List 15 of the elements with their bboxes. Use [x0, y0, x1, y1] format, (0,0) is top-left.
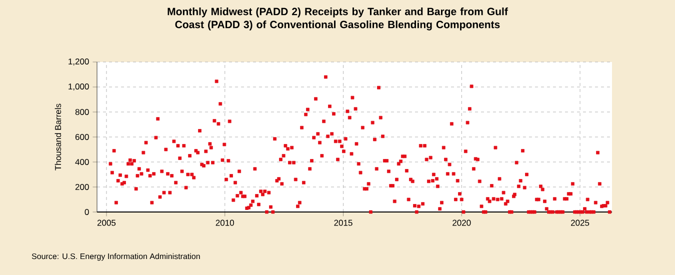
y-tick-label: 400 — [75, 158, 89, 165]
y-tick-label: 1,000 — [68, 83, 89, 90]
y-tick-label: 800 — [75, 108, 89, 115]
y-tick-label: 600 — [75, 134, 89, 140]
x-tick-label: 2005 — [97, 220, 116, 226]
x-tick-label: 2010 — [216, 220, 234, 226]
source-note: Source: U.S. Energy Information Administration — [32, 253, 200, 261]
y-tick-label: 0 — [84, 208, 89, 215]
chart-title: Monthly Midwest (PADD 2) Receipts by Tanker and Barge from Gulf Coast (PADD 3) of Conventional Gasoline Blending Components — [168, 8, 508, 30]
x-tick-label: 2015 — [334, 220, 352, 226]
y-tick-label: 1,200 — [68, 58, 89, 66]
x-tick-label: 2025 — [570, 220, 590, 226]
y-tick-label: 200 — [75, 184, 89, 190]
x-tick-label: 2020 — [452, 220, 471, 226]
y-axis-title: Thousand Barrels — [54, 104, 62, 170]
